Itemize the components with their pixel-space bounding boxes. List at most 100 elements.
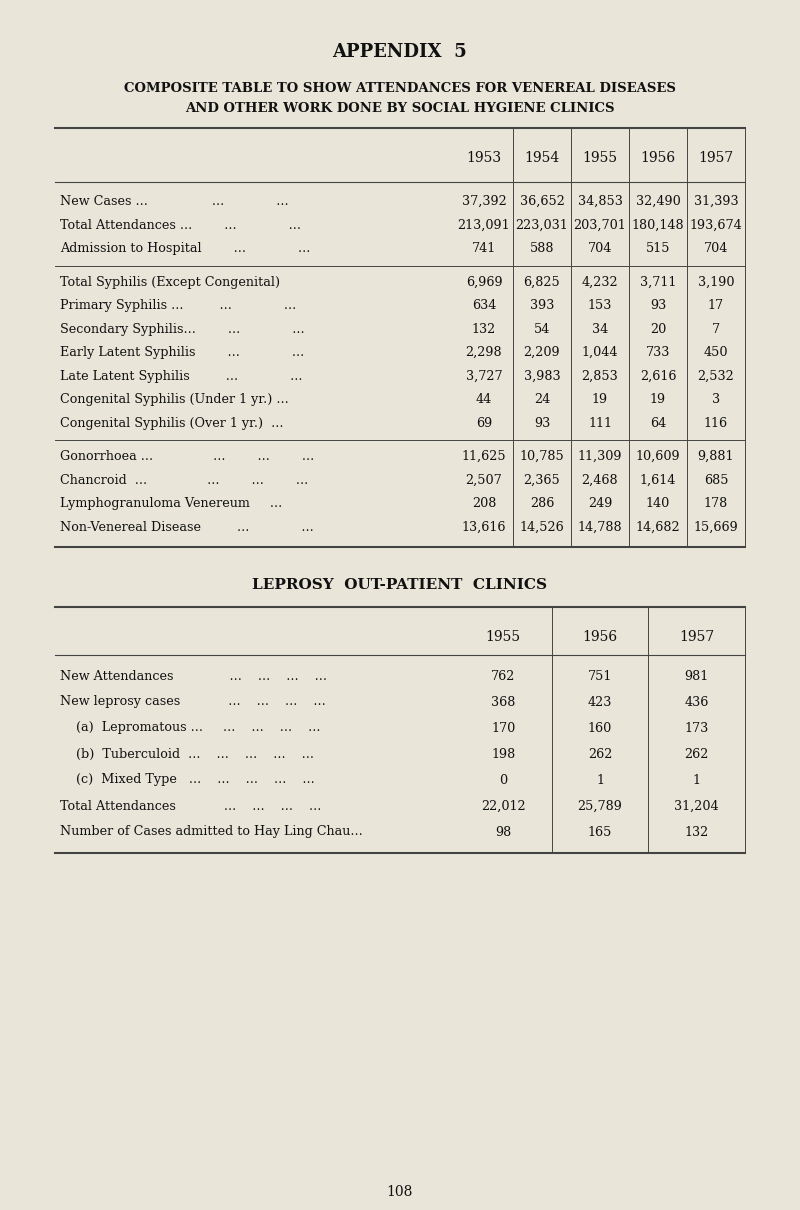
Text: Number of Cases admitted to Hay Ling Chau...: Number of Cases admitted to Hay Ling Cha…: [60, 825, 362, 839]
Text: 685: 685: [704, 474, 728, 486]
Text: 213,091: 213,091: [458, 219, 510, 232]
Text: 2,468: 2,468: [582, 474, 618, 486]
Text: 1: 1: [693, 773, 701, 787]
Text: 3,983: 3,983: [524, 370, 560, 382]
Text: 44: 44: [476, 393, 492, 407]
Text: 31,204: 31,204: [674, 800, 719, 812]
Text: 93: 93: [534, 416, 550, 430]
Text: COMPOSITE TABLE TO SHOW ATTENDANCES FOR VENEREAL DISEASES: COMPOSITE TABLE TO SHOW ATTENDANCES FOR …: [124, 81, 676, 94]
Text: (a)  Lepromatous ...     ...    ...    ...    ...: (a) Lepromatous ... ... ... ... ...: [60, 721, 321, 734]
Text: 368: 368: [491, 696, 515, 709]
Text: 6,969: 6,969: [466, 276, 502, 289]
Text: 34: 34: [592, 323, 608, 335]
Text: Lymphogranuloma Venereum     ...: Lymphogranuloma Venereum ...: [60, 497, 282, 511]
Text: 9,881: 9,881: [698, 450, 734, 463]
Text: 116: 116: [704, 416, 728, 430]
Text: 64: 64: [650, 416, 666, 430]
Text: 450: 450: [704, 346, 728, 359]
Text: New leprosy cases            ...    ...    ...    ...: New leprosy cases ... ... ... ...: [60, 696, 326, 709]
Text: 634: 634: [472, 299, 496, 312]
Text: 17: 17: [708, 299, 724, 312]
Text: Primary Syphilis ...         ...             ...: Primary Syphilis ... ... ...: [60, 299, 296, 312]
Text: 32,490: 32,490: [636, 195, 680, 208]
Text: 1955: 1955: [486, 630, 521, 644]
Text: 93: 93: [650, 299, 666, 312]
Text: 2,209: 2,209: [524, 346, 560, 359]
Text: 1954: 1954: [524, 151, 560, 165]
Text: 170: 170: [491, 721, 515, 734]
Text: 14,788: 14,788: [578, 520, 622, 534]
Text: 203,701: 203,701: [574, 219, 626, 232]
Text: 2,616: 2,616: [640, 370, 676, 382]
Text: 153: 153: [588, 299, 612, 312]
Text: 140: 140: [646, 497, 670, 511]
Text: 3,727: 3,727: [466, 370, 502, 382]
Text: 3,190: 3,190: [698, 276, 734, 289]
Text: 588: 588: [530, 242, 554, 255]
Text: Total Attendances            ...    ...    ...    ...: Total Attendances ... ... ... ...: [60, 800, 322, 812]
Text: Congenital Syphilis (Over 1 yr.)  ...: Congenital Syphilis (Over 1 yr.) ...: [60, 416, 283, 430]
Text: 3: 3: [712, 393, 720, 407]
Text: 15,669: 15,669: [694, 520, 738, 534]
Text: 223,031: 223,031: [516, 219, 568, 232]
Text: 2,365: 2,365: [524, 474, 560, 486]
Text: 1957: 1957: [679, 630, 714, 644]
Text: Chancroid  ...               ...        ...        ...: Chancroid ... ... ... ...: [60, 474, 308, 486]
Text: AND OTHER WORK DONE BY SOCIAL HYGIENE CLINICS: AND OTHER WORK DONE BY SOCIAL HYGIENE CL…: [186, 102, 614, 115]
Text: (c)  Mixed Type   ...    ...    ...    ...    ...: (c) Mixed Type ... ... ... ... ...: [60, 773, 314, 787]
Text: 34,853: 34,853: [578, 195, 622, 208]
Text: 31,393: 31,393: [694, 195, 738, 208]
Text: 1,614: 1,614: [640, 474, 676, 486]
Text: 2,532: 2,532: [698, 370, 734, 382]
Text: 704: 704: [588, 242, 612, 255]
Text: 132: 132: [472, 323, 496, 335]
Text: 3,711: 3,711: [640, 276, 676, 289]
Text: Secondary Syphilis...        ...             ...: Secondary Syphilis... ... ...: [60, 323, 305, 335]
Text: 198: 198: [491, 748, 515, 761]
Text: 54: 54: [534, 323, 550, 335]
Text: 515: 515: [646, 242, 670, 255]
Text: 393: 393: [530, 299, 554, 312]
Text: Congenital Syphilis (Under 1 yr.) ...: Congenital Syphilis (Under 1 yr.) ...: [60, 393, 289, 407]
Text: 19: 19: [650, 393, 666, 407]
Text: 160: 160: [588, 721, 612, 734]
Text: 1956: 1956: [582, 630, 618, 644]
Text: 286: 286: [530, 497, 554, 511]
Text: 11,625: 11,625: [462, 450, 506, 463]
Text: 24: 24: [534, 393, 550, 407]
Text: 0: 0: [499, 773, 507, 787]
Text: 1,044: 1,044: [582, 346, 618, 359]
Text: 1956: 1956: [641, 151, 675, 165]
Text: 19: 19: [592, 393, 608, 407]
Text: 741: 741: [472, 242, 496, 255]
Text: 178: 178: [704, 497, 728, 511]
Text: 1957: 1957: [698, 151, 734, 165]
Text: Gonorrhoea ...               ...        ...        ...: Gonorrhoea ... ... ... ...: [60, 450, 314, 463]
Text: 37,392: 37,392: [462, 195, 506, 208]
Text: Late Latent Syphilis         ...             ...: Late Latent Syphilis ... ...: [60, 370, 302, 382]
Text: 4,232: 4,232: [582, 276, 618, 289]
Text: 2,853: 2,853: [582, 370, 618, 382]
Text: New Attendances              ...    ...    ...    ...: New Attendances ... ... ... ...: [60, 669, 327, 682]
Text: Early Latent Syphilis        ...             ...: Early Latent Syphilis ... ...: [60, 346, 304, 359]
Text: 14,526: 14,526: [520, 520, 564, 534]
Text: 1955: 1955: [582, 151, 618, 165]
Text: 22,012: 22,012: [481, 800, 526, 812]
Text: Non-Venereal Disease         ...             ...: Non-Venereal Disease ... ...: [60, 520, 314, 534]
Text: APPENDIX  5: APPENDIX 5: [333, 44, 467, 60]
Text: New Cases ...                ...             ...: New Cases ... ... ...: [60, 195, 289, 208]
Text: 262: 262: [588, 748, 612, 761]
Text: 180,148: 180,148: [632, 219, 684, 232]
Text: Admission to Hospital        ...             ...: Admission to Hospital ... ...: [60, 242, 310, 255]
Text: 733: 733: [646, 346, 670, 359]
Text: 165: 165: [588, 825, 612, 839]
Text: 173: 173: [685, 721, 709, 734]
Text: 762: 762: [491, 669, 515, 682]
Text: 111: 111: [588, 416, 612, 430]
Text: 6,825: 6,825: [524, 276, 560, 289]
Text: 423: 423: [588, 696, 612, 709]
Text: 132: 132: [685, 825, 709, 839]
Text: LEPROSY  OUT-PATIENT  CLINICS: LEPROSY OUT-PATIENT CLINICS: [253, 578, 547, 592]
Text: 1: 1: [596, 773, 604, 787]
Text: 7: 7: [712, 323, 720, 335]
